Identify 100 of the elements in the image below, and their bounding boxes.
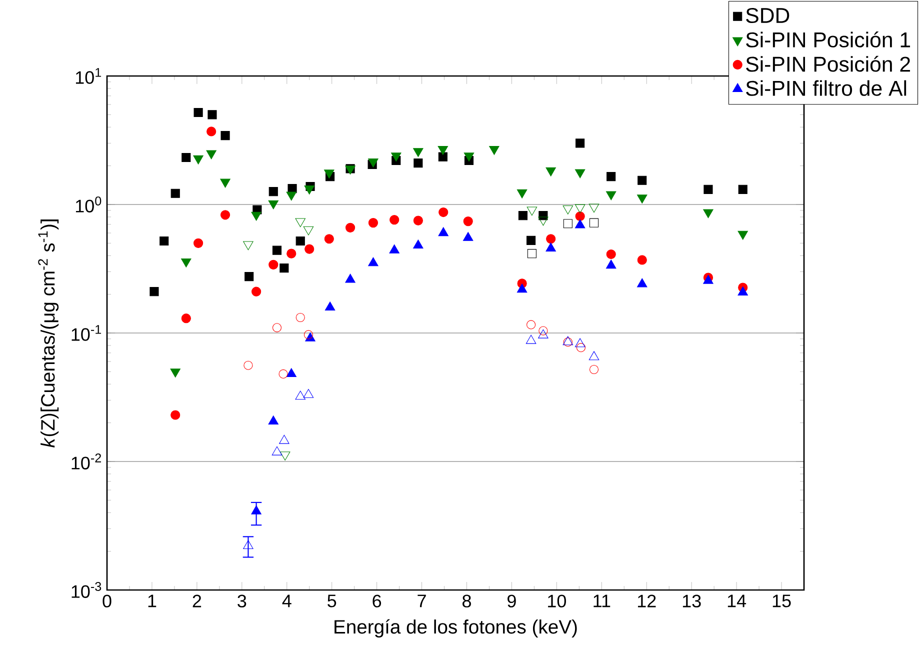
point (303, 388, 314, 398)
point (243, 241, 254, 250)
point (368, 218, 378, 228)
point (518, 211, 528, 220)
point (272, 246, 282, 255)
y-tick-label: 10$^{-2}$ (72, 454, 101, 470)
point (438, 146, 448, 155)
point (305, 332, 316, 342)
point (538, 216, 548, 226)
point (606, 249, 616, 260)
point (637, 255, 647, 265)
point (268, 200, 279, 210)
point (206, 150, 216, 160)
point (243, 540, 254, 550)
y-tick-label: 10$^{-1}$ (72, 325, 102, 341)
point (268, 187, 278, 196)
x-tick-label: 1 (148, 594, 156, 608)
legend-label: Si-PIN filtro de Al (746, 80, 906, 96)
point (368, 257, 378, 266)
point (413, 240, 424, 249)
point (286, 192, 296, 201)
x-tick-label: 0 (102, 594, 112, 608)
x-axis-title: Energía de los fotones (keV) (334, 619, 577, 638)
y-tick-label: 10$^{-3}$ (72, 582, 102, 598)
point (286, 368, 296, 378)
point (304, 244, 314, 254)
point (150, 287, 159, 296)
x-tick-label: 9 (508, 594, 516, 608)
point (538, 329, 548, 338)
point (160, 236, 169, 246)
point (413, 148, 424, 158)
point (324, 302, 336, 311)
point (526, 320, 536, 330)
point (546, 242, 556, 252)
point (638, 176, 647, 185)
point (279, 434, 290, 444)
point (563, 219, 572, 228)
point (574, 169, 586, 178)
point (244, 272, 254, 282)
x-tick-label: 8 (462, 594, 471, 608)
point (574, 204, 586, 214)
point (251, 505, 262, 514)
point (252, 286, 262, 296)
x-tick-label: 6 (372, 594, 382, 608)
legend-label: SDD (746, 8, 790, 24)
x-tick-label: 12 (638, 594, 656, 608)
point (438, 227, 448, 236)
point (588, 351, 600, 360)
point (296, 312, 305, 322)
point (575, 211, 585, 222)
point (576, 138, 585, 148)
point (588, 204, 600, 213)
x-tick-label: 4 (282, 594, 292, 608)
point (194, 108, 203, 118)
point (516, 284, 528, 293)
point (576, 343, 586, 352)
point (295, 218, 306, 228)
point (562, 205, 574, 214)
point (438, 152, 448, 162)
point (546, 234, 556, 244)
point (606, 260, 616, 269)
point (296, 236, 305, 246)
y-tick-label: 10$^{1}$ (76, 68, 102, 84)
y-tick-label: 10$^{0}$ (76, 196, 102, 212)
legend-label: Si-PIN Posición 2 (746, 56, 910, 72)
point (295, 390, 306, 400)
point (193, 155, 204, 164)
point (738, 230, 748, 240)
point (526, 206, 538, 216)
point (181, 258, 192, 268)
point (527, 249, 536, 258)
point (182, 152, 191, 162)
point (345, 274, 356, 283)
point (303, 226, 314, 236)
point (304, 330, 313, 340)
point (280, 264, 289, 273)
point (390, 215, 400, 225)
point (206, 126, 216, 136)
point (324, 234, 334, 244)
point (324, 170, 334, 178)
point (526, 236, 536, 245)
point (251, 212, 262, 221)
point (345, 222, 356, 232)
point (464, 152, 474, 162)
point (170, 410, 180, 420)
point (704, 184, 713, 194)
point (574, 338, 586, 348)
x-tick-label: 15 (772, 594, 791, 608)
x-tick-label: 10 (548, 594, 566, 608)
point (272, 323, 282, 332)
point (391, 152, 402, 162)
point (414, 158, 423, 168)
point (637, 194, 648, 204)
point (244, 360, 253, 370)
point (606, 172, 616, 182)
point (220, 178, 230, 188)
y-axis-title: k(Z)[Cuentas/(μg cm$^{-2}$ s$^{-1}$)] (38, 220, 59, 448)
point (589, 364, 599, 374)
point (546, 167, 556, 176)
point (278, 369, 288, 378)
